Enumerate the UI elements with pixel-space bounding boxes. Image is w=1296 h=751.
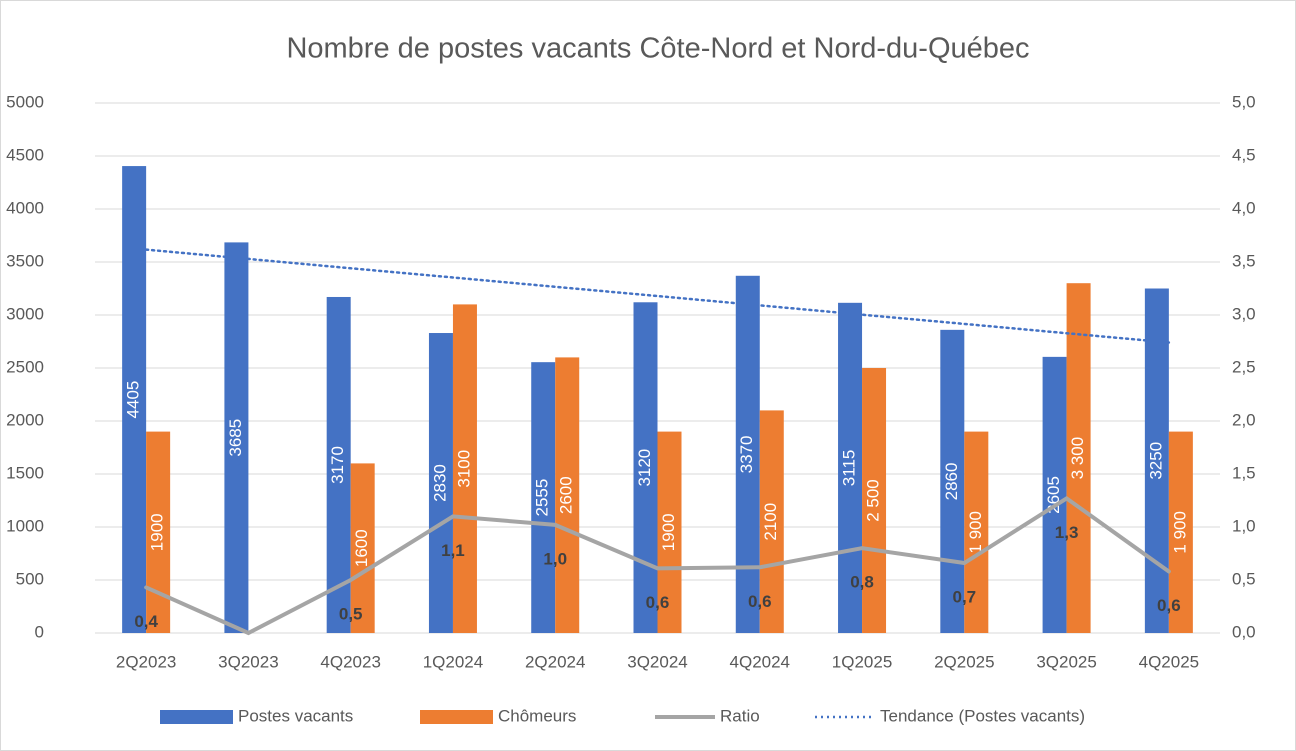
bar bbox=[326, 296, 351, 633]
legend-label: Postes vacants bbox=[238, 706, 353, 725]
y2-tick-label: 3,0 bbox=[1232, 304, 1256, 323]
data-label: 3370 bbox=[737, 435, 756, 473]
bar bbox=[555, 357, 580, 633]
bar bbox=[1168, 431, 1193, 633]
data-label: 1,1 bbox=[441, 541, 465, 560]
y-tick-label: 500 bbox=[16, 569, 44, 588]
bar bbox=[1066, 283, 1091, 633]
y2-tick-label: 4,5 bbox=[1232, 145, 1256, 164]
legend-swatch bbox=[160, 710, 233, 724]
data-label: 1,3 bbox=[1055, 523, 1079, 542]
x-tick-label: 1Q2025 bbox=[832, 652, 893, 671]
x-tick-label: 3Q2024 bbox=[627, 652, 688, 671]
data-label: 3115 bbox=[840, 450, 859, 487]
y2-tick-label: 4,0 bbox=[1232, 198, 1256, 217]
x-tick-label: 4Q2024 bbox=[730, 652, 791, 671]
data-label: 3 300 bbox=[1068, 437, 1087, 480]
data-label: 1900 bbox=[659, 513, 678, 551]
bar bbox=[759, 410, 784, 633]
data-label: 0,4 bbox=[134, 612, 158, 631]
y-tick-label: 2500 bbox=[6, 357, 44, 376]
bar bbox=[122, 166, 147, 633]
x-tick-label: 2Q2023 bbox=[116, 652, 177, 671]
x-tick-label: 1Q2024 bbox=[423, 652, 484, 671]
line bbox=[144, 495, 1171, 636]
bar bbox=[1144, 288, 1169, 633]
data-label: 3100 bbox=[454, 450, 473, 488]
data-label: 1 900 bbox=[1170, 511, 1189, 554]
data-label: 3120 bbox=[635, 449, 654, 487]
bar bbox=[428, 333, 453, 633]
data-label: 1 900 bbox=[966, 511, 985, 554]
data-label: 2860 bbox=[942, 463, 961, 501]
data-label: 0,6 bbox=[748, 592, 772, 611]
y2-tick-label: 5,0 bbox=[1232, 92, 1256, 111]
data-label: 2100 bbox=[761, 503, 780, 541]
y-tick-label: 1500 bbox=[6, 463, 44, 482]
data-label: 0,8 bbox=[850, 573, 874, 592]
bar bbox=[146, 431, 171, 633]
x-tick-label: 2Q2025 bbox=[934, 652, 995, 671]
y2-tick-label: 1,0 bbox=[1232, 516, 1256, 535]
x-tick-label: 4Q2025 bbox=[1139, 652, 1200, 671]
data-label: 2 500 bbox=[864, 479, 883, 522]
y2-tick-label: 2,0 bbox=[1232, 410, 1256, 429]
data-label: 1600 bbox=[352, 529, 371, 567]
data-label: 1,0 bbox=[543, 549, 567, 568]
bar bbox=[964, 431, 989, 633]
y-tick-label: 0 bbox=[35, 622, 44, 641]
data-label: 2830 bbox=[430, 464, 449, 502]
legend-swatch bbox=[420, 710, 493, 724]
y-tick-label: 2000 bbox=[6, 410, 44, 429]
bar bbox=[862, 368, 887, 633]
y-tick-label: 3500 bbox=[6, 251, 44, 270]
y2-tick-label: 3,5 bbox=[1232, 251, 1256, 270]
x-tick-label: 2Q2024 bbox=[525, 652, 586, 671]
bar bbox=[452, 304, 477, 633]
y-tick-label: 3000 bbox=[6, 304, 44, 323]
data-label: 3250 bbox=[1146, 442, 1165, 480]
x-tick-label: 3Q2025 bbox=[1036, 652, 1097, 671]
bar bbox=[940, 329, 965, 633]
data-label: 0,5 bbox=[339, 604, 363, 623]
bar bbox=[1042, 356, 1067, 633]
bar bbox=[350, 463, 375, 633]
x-tick-label: 3Q2023 bbox=[218, 652, 279, 671]
data-label: 2555 bbox=[533, 479, 552, 517]
y2-tick-label: 0,5 bbox=[1232, 569, 1256, 588]
y-tick-label: 1000 bbox=[6, 516, 44, 535]
data-label: 3170 bbox=[328, 446, 347, 484]
bar bbox=[657, 431, 682, 633]
y-tick-label: 4500 bbox=[6, 145, 44, 164]
data-label: 3685 bbox=[226, 419, 245, 457]
y2-tick-label: 1,5 bbox=[1232, 463, 1256, 482]
legend-label: Chômeurs bbox=[498, 706, 576, 725]
y-tick-label: 5000 bbox=[6, 92, 44, 111]
bar bbox=[531, 362, 556, 633]
trend-line bbox=[144, 248, 1171, 344]
data-label: 0,6 bbox=[646, 593, 670, 612]
y2-tick-label: 2,5 bbox=[1232, 357, 1256, 376]
data-label: 1900 bbox=[148, 513, 167, 551]
bar bbox=[633, 302, 658, 633]
bar bbox=[735, 275, 760, 633]
data-label: 0,7 bbox=[952, 588, 976, 607]
data-label: 0,6 bbox=[1157, 596, 1181, 615]
y-tick-label: 4000 bbox=[6, 198, 44, 217]
chart-title: Nombre de postes vacants Côte-Nord et No… bbox=[286, 33, 1029, 65]
y2-tick-label: 0,0 bbox=[1232, 622, 1256, 641]
bar bbox=[224, 242, 249, 633]
data-label: 4405 bbox=[124, 381, 143, 419]
bar bbox=[838, 302, 863, 633]
data-label: 2600 bbox=[557, 476, 576, 514]
x-tick-label: 4Q2023 bbox=[320, 652, 381, 671]
legend-label: Ratio bbox=[720, 706, 760, 725]
legend-label: Tendance (Postes vacants) bbox=[880, 706, 1085, 725]
